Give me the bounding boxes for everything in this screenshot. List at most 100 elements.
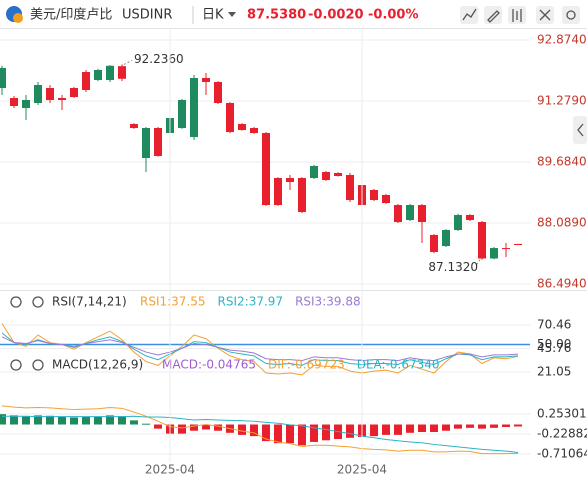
macd-bar	[10, 415, 18, 425]
period-dropdown[interactable]	[228, 12, 236, 17]
candle-body	[322, 172, 330, 181]
macd-bar	[322, 424, 330, 441]
min-annotation: 87.1320	[428, 260, 478, 274]
macd-bar	[58, 416, 66, 425]
macd-bar	[286, 424, 294, 444]
settings-icon	[566, 10, 576, 20]
macd-bar	[442, 424, 450, 431]
candle-body	[94, 69, 102, 81]
macd-bar	[178, 424, 186, 434]
candle-body	[514, 243, 522, 245]
macd-bar	[154, 424, 162, 429]
change-pct: -0.00%	[368, 8, 419, 23]
collapse-button[interactable]	[573, 116, 587, 144]
macd-bar	[370, 424, 378, 437]
candle-body	[274, 178, 282, 206]
candle-body	[286, 178, 294, 183]
macd-bar	[346, 424, 354, 438]
annotation-leader	[123, 59, 133, 65]
macd-bar	[454, 424, 462, 429]
price: 87.5380	[247, 8, 306, 23]
candle-body	[178, 100, 186, 129]
macd-bar	[238, 424, 246, 435]
indicator-title: RSI(7,14,21)	[52, 295, 127, 309]
currency-icon	[13, 13, 23, 23]
candle-body	[478, 222, 486, 259]
candle-body	[58, 98, 66, 101]
x-tick-label: 2025-04	[145, 463, 195, 477]
legend-entry: DIF:-0.69723	[268, 358, 345, 372]
candle-body	[142, 128, 150, 159]
macd-bar	[82, 417, 90, 425]
macd-bar	[250, 424, 258, 437]
y-tick-label: 91.2790	[537, 94, 587, 108]
macd-bar	[46, 415, 54, 425]
y-tick-label: 50.00	[537, 337, 571, 351]
candle-body	[370, 189, 378, 201]
visibility-icon[interactable]	[10, 296, 22, 308]
candle-body	[418, 205, 426, 223]
legend-entry: DEA:-0.67340	[357, 358, 440, 372]
y-tick-label: -0.22882	[537, 427, 587, 441]
candle-body	[346, 175, 354, 201]
candle-body	[430, 235, 438, 253]
pair-name: 美元/印度卢比	[30, 7, 112, 23]
settings-button[interactable]	[562, 6, 580, 24]
candle-body	[382, 195, 390, 203]
y-tick-label: 45.76	[537, 341, 571, 355]
candle-body	[226, 102, 234, 133]
macd-bar	[406, 424, 414, 433]
macd-bar	[262, 424, 270, 442]
settings-icon[interactable]	[32, 359, 44, 371]
macd-bar	[70, 417, 78, 425]
indicator-line	[1, 405, 519, 455]
y-tick-label: 0.25301	[537, 407, 587, 421]
indicator-line	[1, 323, 519, 376]
macd-bar	[94, 416, 102, 425]
y-tick-label: -0.71064	[537, 447, 587, 461]
indicator-line	[1, 336, 519, 362]
candle-body	[298, 178, 306, 213]
candle-body	[70, 88, 78, 98]
macd-bar	[0, 414, 6, 425]
annotation-leader	[475, 259, 481, 266]
y-tick-label: 92.8740	[537, 33, 587, 47]
max-annotation: 92.2360	[134, 52, 184, 66]
macd-bar	[22, 416, 30, 425]
candle-body	[10, 98, 18, 107]
macd-bar	[142, 423, 150, 425]
macd-bar	[478, 424, 486, 429]
candle-body	[310, 166, 318, 179]
macd-bar	[202, 424, 210, 430]
macd-bar	[274, 424, 282, 444]
y-tick-label: 70.46	[537, 317, 571, 331]
candle-body	[454, 215, 462, 230]
candle-body	[466, 215, 474, 221]
candle-body	[106, 65, 114, 81]
fullscreen-icon	[539, 9, 551, 21]
candle-body	[502, 248, 510, 250]
candle-body	[490, 248, 498, 259]
indicator-line	[2, 415, 519, 453]
y-tick-label: 88.0890	[537, 215, 587, 229]
x-tick-label: 2025-04	[337, 463, 387, 477]
legend-entry: RSI1:37.55	[140, 295, 206, 309]
macd-bar	[190, 424, 198, 431]
macd-bar	[394, 424, 402, 435]
candle-body	[118, 66, 126, 79]
y-tick-label: 21.05	[537, 364, 571, 378]
macd-bar	[310, 424, 318, 442]
candle-body	[0, 68, 6, 89]
settings-icon[interactable]	[32, 296, 44, 308]
macd-bar	[214, 424, 222, 431]
visibility-icon[interactable]	[10, 359, 22, 371]
candle-body	[46, 88, 54, 101]
period[interactable]: 日K	[202, 8, 224, 23]
candle-body	[442, 229, 450, 247]
candle-body	[34, 85, 42, 103]
candle-body	[202, 78, 210, 82]
change: -0.0020	[308, 8, 364, 23]
candle-body	[154, 128, 162, 156]
candle-body	[130, 124, 138, 129]
macd-bar	[430, 424, 438, 432]
